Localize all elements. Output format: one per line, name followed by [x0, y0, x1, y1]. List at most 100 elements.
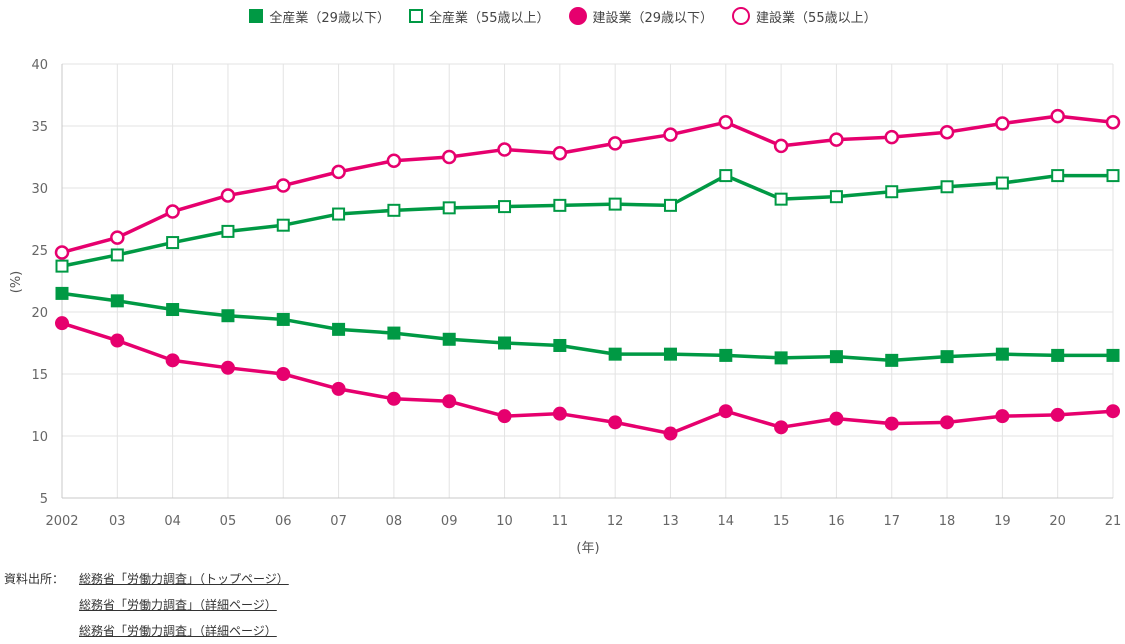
- x-tick-label: 08: [386, 514, 403, 529]
- outline-square-marker-icon: [408, 9, 423, 23]
- axes: 5 10 15 20 25 30 35 40 2002 03 04 05 06 07 08 09 10 11 12 1…: [31, 58, 1121, 529]
- data-point: [276, 312, 290, 326]
- data-point: [939, 124, 955, 140]
- data-point: [995, 347, 1009, 361]
- data-point: [55, 259, 69, 273]
- data-point: [1106, 404, 1120, 419]
- data-point: [829, 190, 843, 204]
- x-tick-label: 10: [496, 514, 513, 529]
- x-tick-label: 15: [773, 514, 790, 529]
- x-tick-label: 12: [607, 514, 624, 529]
- source-row: 資料出所： 総務省「労働力調査」（トップページ）: [4, 566, 289, 592]
- x-tick-label: 06: [275, 514, 292, 529]
- legend-item-all-industry-under-29[interactable]: 全産業（29歳以下）: [248, 7, 390, 26]
- data-point: [940, 415, 955, 430]
- data-point: [276, 178, 291, 193]
- data-point: [829, 132, 844, 147]
- grid: [61, 63, 1114, 499]
- data-point: [829, 411, 844, 426]
- data-point: [718, 404, 733, 419]
- data-point: [387, 203, 401, 217]
- data-point: [442, 201, 456, 215]
- source-link-top-page[interactable]: 総務省「労働力調査」（トップページ）: [79, 572, 289, 586]
- y-tick-label: 40: [31, 58, 48, 73]
- x-tick-label: 2002: [45, 514, 78, 529]
- legend-label: 建設業（29歳以下）: [592, 10, 714, 26]
- x-tick-label: 11: [552, 514, 569, 529]
- series-2: [55, 316, 1120, 441]
- x-tick-label: 07: [330, 514, 347, 529]
- data-point: [663, 347, 677, 361]
- y-tick-label: 30: [31, 182, 48, 197]
- series-0: [55, 286, 1120, 367]
- data-point: [940, 350, 954, 364]
- chart-legend: 全産業（29歳以下） 全産業（55歳以上） 建設業（29歳以下） 建設業（55歳…: [0, 6, 1125, 26]
- data-point: [165, 353, 180, 368]
- data-point: [1106, 169, 1120, 183]
- source-row: 総務省「労働力調査」（詳細ページ）: [4, 618, 289, 644]
- filled-circle-marker-icon: [568, 7, 587, 25]
- data-point: [332, 322, 346, 336]
- data-point: [221, 224, 235, 238]
- data-point: [885, 353, 899, 367]
- line-chart: 5 10 15 20 25 30 35 40 2002 03 04 05 06 07 08 09 10 11 12 1…: [9, 58, 1121, 556]
- source-link-detail-page[interactable]: 総務省「労働力調査」（詳細ページ）: [79, 598, 277, 612]
- data-point: [276, 218, 290, 232]
- series-line: [61, 173, 1113, 268]
- data-point: [166, 303, 180, 317]
- y-tick-label: 25: [31, 244, 48, 259]
- legend-label: 建設業（55歳以上）: [756, 10, 877, 26]
- data-point: [719, 169, 733, 183]
- y-tick-label: 10: [31, 430, 48, 445]
- data-point: [773, 138, 789, 154]
- legend-label: 全産業（29歳以下）: [269, 10, 390, 26]
- data-point: [885, 185, 899, 199]
- x-tick-label: 03: [109, 514, 126, 529]
- source-row: 総務省「労働力調査」（詳細ページ）: [4, 592, 289, 618]
- data-point: [553, 338, 567, 352]
- x-tick-label: 13: [662, 514, 679, 529]
- data-point: [55, 286, 69, 300]
- x-tick-label: 05: [220, 514, 237, 529]
- data-point: [552, 146, 568, 161]
- x-tick-label: 18: [939, 514, 956, 529]
- data-point: [110, 333, 125, 348]
- data-point: [442, 332, 456, 346]
- data-point: [552, 406, 567, 421]
- source-prefix: 資料出所：: [4, 572, 65, 586]
- data-point: [110, 230, 125, 245]
- data-point: [442, 394, 457, 409]
- data-point: [441, 149, 457, 165]
- data-point: [719, 348, 733, 362]
- data-point: [829, 350, 843, 364]
- y-tick-label: 15: [31, 368, 48, 383]
- data-point: [608, 415, 623, 430]
- x-tick-label: 04: [164, 514, 181, 529]
- data-point: [166, 236, 180, 250]
- data-point: [165, 204, 180, 219]
- source-link-detail-page-2[interactable]: 総務省「労働力調査」（詳細ページ）: [79, 624, 277, 638]
- data-point: [663, 426, 678, 441]
- legend-item-all-industry-55-plus[interactable]: 全産業（55歳以上）: [408, 7, 550, 26]
- data-point: [1106, 348, 1120, 362]
- data-point: [1051, 169, 1065, 183]
- data-point: [1105, 115, 1121, 130]
- filled-square-marker-icon: [249, 9, 264, 23]
- data-point: [498, 200, 512, 214]
- data-point: [774, 420, 789, 435]
- series-1: [55, 169, 1120, 273]
- data-point: [774, 192, 788, 206]
- data-point: [497, 142, 512, 157]
- data-point: [220, 188, 236, 203]
- data-point: [774, 351, 788, 365]
- legend-label: 全産業（55歳以上）: [428, 10, 550, 26]
- data-point: [386, 391, 401, 406]
- data-point: [663, 198, 677, 212]
- data-point: [221, 309, 235, 323]
- legend-item-construction-under-29[interactable]: 建設業（29歳以下）: [568, 6, 714, 26]
- data-point: [54, 245, 70, 260]
- y-tick-label: 5: [40, 492, 48, 507]
- data-point: [387, 326, 401, 340]
- data-point: [884, 416, 899, 431]
- legend-item-construction-55-plus[interactable]: 建設業（55歳以上）: [731, 6, 877, 26]
